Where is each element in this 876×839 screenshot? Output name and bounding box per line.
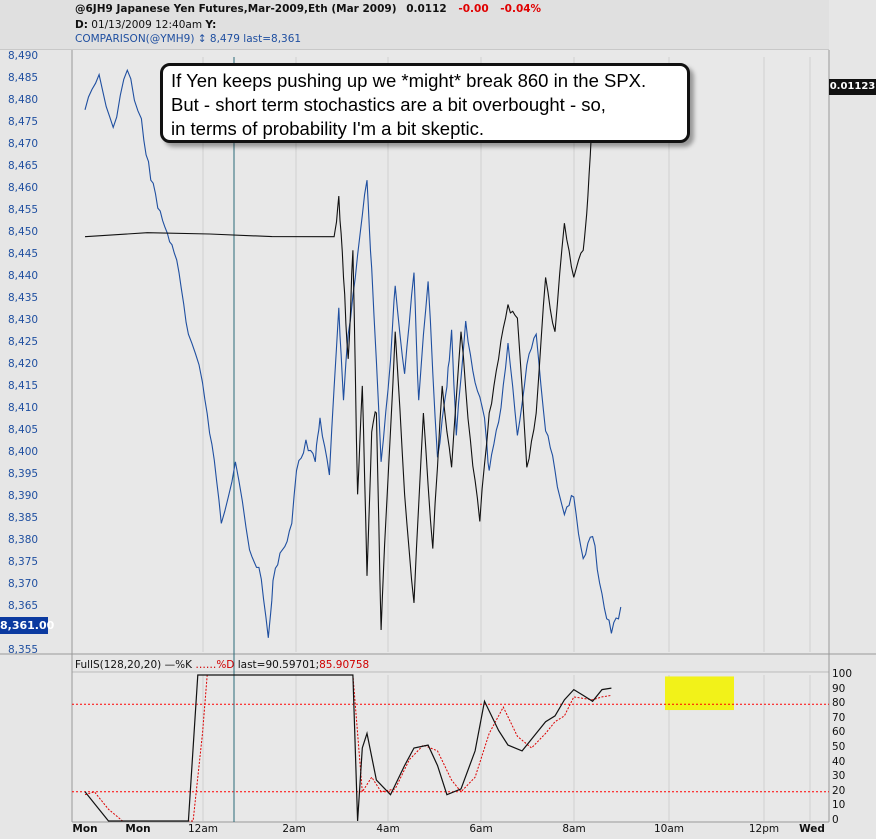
y-tick-label: 8,375 bbox=[8, 556, 39, 568]
y-tick-label: 8,460 bbox=[8, 182, 39, 194]
d-label: D: bbox=[75, 19, 88, 31]
y-tick-label: 8,390 bbox=[8, 490, 39, 502]
x-tick-label: Wed bbox=[799, 823, 825, 835]
y-label: Y: bbox=[205, 19, 217, 31]
stoch-last-d: 85.90758 bbox=[319, 659, 370, 671]
stoch-tick-label: 20 bbox=[832, 784, 846, 797]
y-tick-label: 8,415 bbox=[8, 380, 39, 392]
y-tick-label: 8,440 bbox=[8, 270, 39, 282]
ym-price-label: 8,361.00 bbox=[0, 617, 55, 634]
y-tick-label: 8,405 bbox=[8, 424, 39, 436]
y-tick-label: 8,485 bbox=[8, 72, 39, 84]
annotation-callout: If Yen keeps pushing up we *might* break… bbox=[160, 63, 690, 143]
k-legend-line: — bbox=[164, 659, 176, 671]
stoch-tick-label: 80 bbox=[832, 697, 846, 710]
net-change: -0.00 bbox=[458, 3, 489, 15]
y-tick-label: 8,400 bbox=[8, 446, 39, 458]
y-tick-label: 8,355 bbox=[8, 644, 39, 656]
x-tick-label: 10am bbox=[653, 823, 685, 835]
symbol-line: @6JH9 Japanese Yen Futures,Mar-2009,Eth … bbox=[75, 3, 541, 15]
stoch-k-line bbox=[84, 674, 612, 822]
y-tick-label: 8,435 bbox=[8, 292, 39, 304]
stoch-tick-label: 30 bbox=[832, 770, 846, 783]
x-tick-label: 12am bbox=[187, 823, 219, 835]
symbol-title: @6JH9 Japanese Yen Futures,Mar-2009,Eth … bbox=[75, 3, 397, 15]
cursor-date: 01/13/2009 12:40am bbox=[91, 19, 203, 31]
callout-line-1: If Yen keeps pushing up we *might* break… bbox=[171, 70, 647, 91]
stochastic-legend: FullS(128,20,20) —%K ……%D last=90.59701;… bbox=[75, 659, 369, 671]
y-tick-label: 8,445 bbox=[8, 248, 39, 260]
comparison-line: COMPARISON(@YMH9) ↕ 8,479 last=8,361 bbox=[75, 33, 302, 45]
y-tick-label: 8,470 bbox=[8, 138, 39, 150]
last-price: 0.0112 bbox=[406, 3, 447, 15]
stoch-name: FullS(128,20,20) bbox=[75, 659, 162, 671]
ym-series-line bbox=[84, 68, 622, 638]
stoch-tick-label: 10 bbox=[832, 799, 846, 812]
d-legend: %D bbox=[216, 659, 235, 671]
x-tick-label: 4am bbox=[376, 823, 400, 835]
x-tick-label: 6am bbox=[469, 823, 493, 835]
stoch-tick-label: 90 bbox=[832, 682, 846, 695]
y-tick-label: 8,475 bbox=[8, 116, 39, 128]
stoch-tick-label: 100 bbox=[832, 668, 853, 680]
overbought-highlight bbox=[665, 676, 734, 711]
x-tick-label: 12pm bbox=[748, 823, 780, 835]
yen-price-label: 0.01123 bbox=[829, 79, 876, 95]
callout-line-3: in terms of probability I'm a bit skepti… bbox=[171, 118, 485, 139]
pct-change: -0.04% bbox=[500, 3, 542, 15]
d-legend-line: …… bbox=[195, 659, 217, 671]
callout-line-2: But - short term stochastics are a bit o… bbox=[171, 94, 606, 115]
y-tick-label: 8,480 bbox=[8, 94, 39, 106]
axis-lines bbox=[71, 50, 830, 823]
y-tick-label: 8,385 bbox=[8, 512, 39, 524]
y-tick-label: 8,365 bbox=[8, 600, 39, 612]
stoch-tick-label: 0 bbox=[832, 814, 839, 826]
y-tick-label: 8,430 bbox=[8, 314, 39, 326]
stoch-tick-label: 40 bbox=[832, 755, 846, 768]
y-tick-label: 8,395 bbox=[8, 468, 39, 480]
stoch-last: last=90.59701; bbox=[237, 659, 320, 671]
y-tick-label: 8,450 bbox=[8, 226, 39, 238]
x-tick-label: Mon bbox=[72, 823, 98, 835]
stoch-tick-label: 50 bbox=[832, 741, 846, 753]
series-layer bbox=[84, 68, 622, 822]
x-tick-label: 2am bbox=[282, 823, 306, 835]
chart-header: @6JH9 Japanese Yen Futures,Mar-2009,Eth … bbox=[0, 0, 829, 50]
price-pane-bg bbox=[72, 50, 829, 654]
y-tick-label: 8,420 bbox=[8, 358, 39, 370]
stoch-d-line bbox=[84, 674, 612, 822]
k-legend: %K bbox=[175, 659, 192, 671]
date-line: D: 01/13/2009 12:40am Y: bbox=[75, 19, 216, 31]
gridlines bbox=[202, 57, 811, 821]
stoch-tick-label: 70 bbox=[832, 711, 846, 724]
y-tick-label: 8,410 bbox=[8, 402, 39, 414]
y-tick-label: 8,425 bbox=[8, 336, 39, 348]
x-tick-label: Mon bbox=[125, 823, 151, 835]
y-tick-label: 8,370 bbox=[8, 578, 39, 590]
y-tick-label: 8,455 bbox=[8, 204, 39, 216]
y-tick-label: 8,490 bbox=[8, 50, 39, 62]
x-tick-label: 8am bbox=[562, 823, 586, 835]
y-tick-label: 8,380 bbox=[8, 534, 39, 546]
stoch-tick-label: 60 bbox=[832, 726, 846, 739]
y-tick-label: 8,465 bbox=[8, 160, 39, 172]
yen-series-line bbox=[84, 73, 608, 631]
